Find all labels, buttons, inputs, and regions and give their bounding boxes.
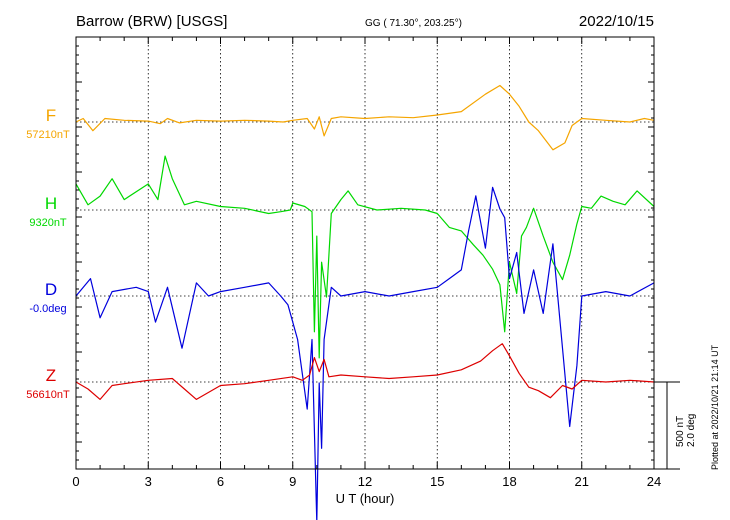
series-name-Z: Z — [46, 366, 56, 385]
x-tick-label: 24 — [647, 474, 661, 489]
series-baseline-H: 9320nT — [29, 217, 67, 229]
x-tick-label: 0 — [72, 474, 79, 489]
plotted-timestamp: Plotted at 2022/10/21 21:14 UT — [710, 344, 720, 470]
x-tick-label: 21 — [575, 474, 589, 489]
x-tick-label: 18 — [502, 474, 516, 489]
x-tick-label: 12 — [358, 474, 372, 489]
header: Barrow (BRW) [USGS] GG ( 71.30°, 203.25°… — [76, 13, 654, 30]
scale-amplitude: 500 nT — [675, 416, 686, 447]
x-tick-label: 3 — [145, 474, 152, 489]
series-baseline-D: -0.0deg — [29, 303, 66, 315]
x-tick-label: 6 — [217, 474, 224, 489]
axis-ticks — [75, 37, 655, 469]
scale-bar: 500 nT 2.0 deg — [654, 381, 697, 470]
grid — [147, 37, 583, 469]
series-lines — [75, 84, 655, 520]
station-coords: GG ( 71.30°, 203.25°) — [365, 18, 462, 29]
station-title: Barrow (BRW) [USGS] — [76, 13, 227, 30]
scale-angle: 2.0 deg — [686, 414, 697, 447]
series-line-F — [75, 84, 655, 151]
x-axis-label: U T (hour) — [336, 491, 395, 506]
series-line-D — [75, 186, 655, 520]
x-tick-label: 15 — [430, 474, 444, 489]
series-line-H — [75, 155, 655, 359]
series-name-F: F — [46, 106, 56, 125]
plot-date: 2022/10/15 — [579, 13, 654, 30]
series-line-Z — [75, 343, 655, 400]
series-baseline-F: 57210nT — [26, 129, 70, 141]
series-name-H: H — [45, 194, 57, 213]
x-tick-labels: 0 3 6 9 12 15 18 21 24 — [72, 474, 661, 489]
series-name-D: D — [45, 280, 57, 299]
series-labels: F 57210nT H 9320nT D -0.0deg Z 56610nT — [26, 106, 70, 401]
series-baseline-Z: 56610nT — [26, 389, 70, 401]
baselines — [76, 121, 654, 383]
x-tick-label: 9 — [289, 474, 296, 489]
